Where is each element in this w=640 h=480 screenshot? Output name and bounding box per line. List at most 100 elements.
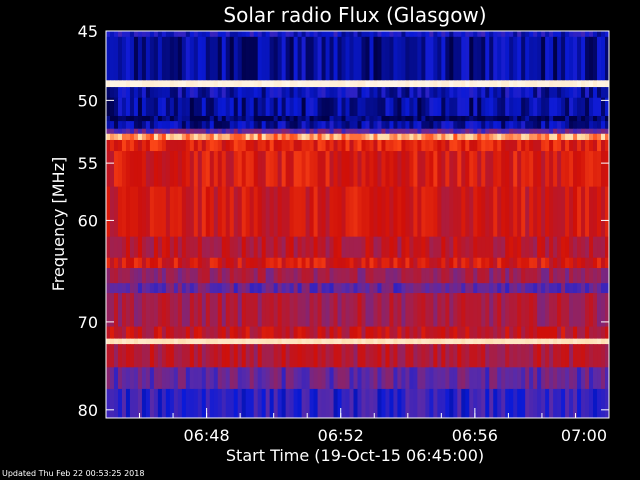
heatmap-cell (497, 283, 502, 294)
heatmap-cell (313, 87, 319, 99)
heatmap-cell (373, 257, 379, 269)
heatmap-cell (301, 186, 307, 238)
heatmap-cell (241, 87, 247, 99)
heatmap-cell (253, 344, 259, 368)
heatmap-cell (309, 133, 315, 141)
heatmap-cell (149, 97, 155, 117)
heatmap-cell (489, 326, 494, 340)
heatmap-cell (145, 36, 151, 81)
heatmap-cell (401, 257, 406, 269)
heatmap-cell (313, 293, 319, 328)
heatmap-cell (169, 388, 175, 418)
heatmap-cell (189, 151, 195, 188)
heatmap-cell (601, 367, 606, 390)
heatmap-cell (509, 31, 514, 38)
heatmap-cell (349, 186, 355, 238)
heatmap-cell (337, 326, 343, 340)
heatmap-cell (573, 115, 578, 122)
heatmap-cell (177, 293, 183, 328)
heatmap-cell (561, 326, 566, 340)
heatmap-cell (221, 139, 227, 152)
heatmap-cell (153, 87, 159, 99)
heatmap-cell (165, 367, 171, 390)
heatmap-cell (381, 236, 387, 259)
heatmap-cell (237, 338, 243, 345)
heatmap-cell (577, 31, 582, 38)
heatmap-cell (373, 133, 379, 141)
heatmap-cell (349, 115, 355, 122)
heatmap-cell (249, 326, 255, 340)
heatmap-cell (569, 388, 574, 418)
heatmap-cell (161, 36, 167, 81)
heatmap-cell (201, 80, 207, 88)
heatmap-cell (329, 367, 335, 390)
heatmap-cell (457, 283, 462, 294)
heatmap-cell (529, 257, 534, 269)
heatmap-cell (597, 388, 602, 418)
heatmap-cell (169, 80, 175, 88)
heatmap-cell (237, 121, 243, 130)
heatmap-cell (269, 236, 275, 259)
heatmap-cell (445, 151, 450, 188)
heatmap-cell (597, 115, 602, 122)
heatmap-cell (205, 367, 211, 390)
heatmap-cell (405, 236, 410, 259)
heatmap-cell (189, 133, 195, 141)
heatmap-cell (369, 97, 375, 117)
heatmap-cell (577, 139, 582, 152)
heatmap-cell (549, 133, 554, 141)
heatmap-cell (521, 338, 526, 345)
heatmap-cell (377, 186, 383, 238)
heatmap-cell (513, 293, 518, 328)
heatmap-cell (337, 338, 343, 345)
heatmap-cell (277, 283, 283, 294)
heatmap-cell (173, 115, 179, 122)
heatmap-cell (165, 186, 171, 238)
heatmap-cell (509, 186, 514, 238)
heatmap-cell (145, 128, 151, 135)
heatmap-cell (121, 338, 127, 345)
heatmap-cell (197, 139, 203, 152)
heatmap-cell (445, 367, 450, 390)
heatmap-cell (213, 186, 219, 238)
heatmap-cell (265, 97, 271, 117)
heatmap-cell (593, 326, 598, 340)
heatmap-cell (245, 236, 251, 259)
heatmap-cell (293, 31, 299, 38)
heatmap-cell (409, 36, 414, 81)
heatmap-cell (233, 283, 239, 294)
heatmap-cell (177, 115, 183, 122)
heatmap-cell (481, 97, 486, 117)
heatmap-cell (181, 87, 187, 99)
heatmap-cell (425, 121, 430, 130)
heatmap-cell (373, 139, 379, 152)
heatmap-cell (165, 283, 171, 294)
heatmap-cell (393, 367, 399, 390)
heatmap-cell (221, 268, 227, 284)
frequency-band (106, 236, 609, 259)
heatmap-cell (345, 283, 351, 294)
heatmap-cell (329, 236, 335, 259)
heatmap-cell (293, 133, 299, 141)
heatmap-cell (293, 115, 299, 122)
heatmap-cell (341, 257, 347, 269)
heatmap-cell (465, 115, 470, 122)
heatmap-cell (309, 121, 315, 130)
heatmap-cell (157, 268, 163, 284)
heatmap-cell (333, 388, 339, 418)
heatmap-cell (157, 344, 163, 368)
heatmap-cell (201, 344, 207, 368)
heatmap-cell (169, 257, 175, 269)
heatmap-cell (333, 283, 339, 294)
heatmap-cell (205, 87, 211, 99)
heatmap-cell (437, 236, 442, 259)
heatmap-cell (173, 186, 179, 238)
heatmap-cell (141, 326, 147, 340)
heatmap-cell (377, 338, 383, 345)
heatmap-cell (329, 128, 335, 135)
heatmap-cell (401, 186, 406, 238)
heatmap-cell (321, 268, 327, 284)
heatmap-cell (129, 151, 135, 188)
heatmap-cell (109, 186, 115, 238)
heatmap-cell (153, 36, 159, 81)
